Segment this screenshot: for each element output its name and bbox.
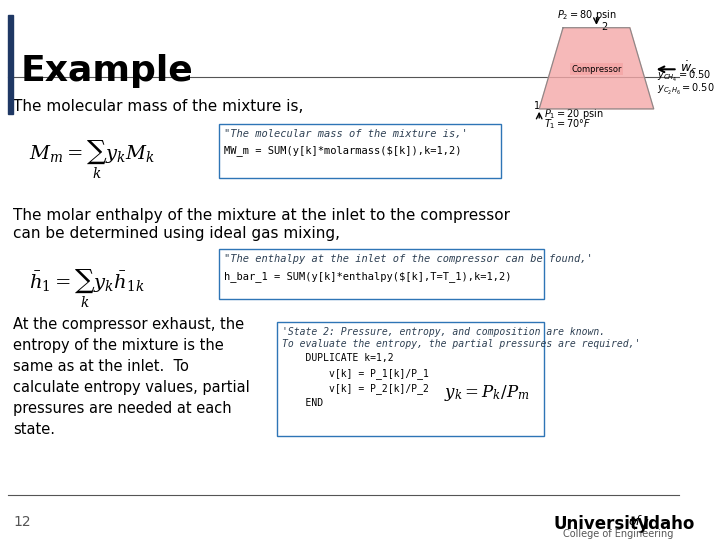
Text: "The molecular mass of the mixture is,': "The molecular mass of the mixture is,': [224, 129, 468, 139]
Text: Compressor: Compressor: [571, 65, 621, 74]
Text: $y_{C_2H_6} = 0.50$: $y_{C_2H_6} = 0.50$: [657, 82, 714, 97]
Text: At the compressor exhaust, the
entropy of the mixture is the
same as at the inle: At the compressor exhaust, the entropy o…: [14, 317, 250, 437]
Text: 12: 12: [14, 515, 31, 529]
Text: $M_m = \sum_k y_k M_k$: $M_m = \sum_k y_k M_k$: [29, 139, 155, 181]
Text: of: of: [629, 515, 641, 528]
Text: College of Engineering: College of Engineering: [563, 529, 673, 539]
Text: 2: 2: [601, 22, 608, 32]
Text: $P_2 = 80\ \mathrm{psin}$: $P_2 = 80\ \mathrm{psin}$: [557, 8, 616, 22]
Text: DUPLICATE k=1,2: DUPLICATE k=1,2: [282, 354, 393, 363]
Text: Idaho: Idaho: [642, 515, 695, 533]
Text: University: University: [554, 515, 649, 533]
Text: Example: Example: [21, 55, 194, 89]
Text: h_bar_1 = SUM(y[k]*enthalpy($[k],T=T_1),k=1,2): h_bar_1 = SUM(y[k]*enthalpy($[k],T=T_1),…: [224, 271, 512, 282]
Text: MW_m = SUM(y[k]*molarmass($[k]),k=1,2): MW_m = SUM(y[k]*molarmass($[k]),k=1,2): [224, 146, 462, 157]
Text: $y_k = P_k / P_m$: $y_k = P_k / P_m$: [444, 383, 529, 403]
Text: $\bar{h}_1 = \sum_k y_k \bar{h}_{1k}$: $\bar{h}_1 = \sum_k y_k \bar{h}_{1k}$: [29, 267, 144, 310]
Text: "The enthalpy at the inlet of the compressor can be found,': "The enthalpy at the inlet of the compre…: [224, 254, 593, 265]
Text: can be determined using ideal gas mixing,: can be determined using ideal gas mixing…: [14, 226, 341, 241]
Bar: [8, 15, 14, 114]
Text: v[k] = P_1[k]/P_1: v[k] = P_1[k]/P_1: [282, 368, 428, 379]
Text: 'State 2: Pressure, entropy, and composition are known.: 'State 2: Pressure, entropy, and composi…: [282, 327, 605, 337]
Text: The molecular mass of the mixture is,: The molecular mass of the mixture is,: [14, 99, 304, 114]
FancyBboxPatch shape: [276, 322, 544, 436]
Text: v[k] = P_2[k]/P_2: v[k] = P_2[k]/P_2: [282, 383, 428, 394]
Text: 1: 1: [534, 101, 541, 111]
Text: $y_{CH_4} = 0.50$: $y_{CH_4} = 0.50$: [657, 69, 711, 84]
FancyBboxPatch shape: [220, 124, 501, 178]
Text: END: END: [282, 398, 323, 408]
FancyBboxPatch shape: [220, 249, 544, 299]
Text: $P_1 = 20\ \mathrm{psin}$: $P_1 = 20\ \mathrm{psin}$: [544, 107, 603, 121]
Text: The molar enthalpy of the mixture at the inlet to the compressor: The molar enthalpy of the mixture at the…: [14, 208, 510, 223]
Text: $T_1 = 70°F$: $T_1 = 70°F$: [544, 117, 592, 131]
Text: $\dot{w}_c$: $\dot{w}_c$: [680, 59, 698, 76]
Polygon shape: [539, 28, 654, 109]
Text: To evaluate the entropy, the partial pressures are required,': To evaluate the entropy, the partial pre…: [282, 339, 640, 349]
